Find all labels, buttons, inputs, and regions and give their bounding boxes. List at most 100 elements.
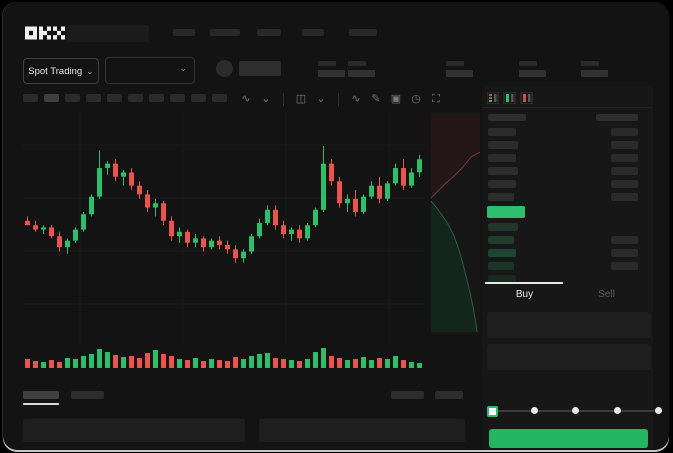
timeframe-chip[interactable] <box>44 94 59 102</box>
history-icon[interactable]: ◷ <box>411 93 421 105</box>
last-price-bar[interactable] <box>487 206 525 218</box>
slider-handle[interactable] <box>487 406 498 417</box>
ask-price-placeholder[interactable] <box>488 180 516 188</box>
candle-body <box>377 185 382 199</box>
timeframe-chip[interactable] <box>23 94 38 102</box>
candle-body <box>233 249 238 259</box>
timeframe-chip[interactable] <box>191 94 206 102</box>
market-type-dropdown[interactable]: Spot Trading ⌄ <box>23 58 99 84</box>
candle-body <box>129 172 134 186</box>
bid-price-placeholder[interactable] <box>488 262 514 270</box>
indicators-icon[interactable]: ◫ <box>295 93 307 105</box>
bid-amount-placeholder[interactable] <box>611 262 638 270</box>
tab-sell[interactable]: Sell <box>598 289 615 300</box>
bottom-tab-placeholder[interactable] <box>435 391 463 399</box>
ask-amount-placeholder[interactable] <box>611 141 638 149</box>
volume-bar <box>393 356 398 368</box>
nav-item-placeholder[interactable] <box>257 29 281 36</box>
nav-item-placeholder[interactable] <box>210 29 240 36</box>
search-placeholder[interactable] <box>67 25 149 42</box>
timeframe-chip[interactable] <box>149 94 164 102</box>
stat-value-placeholder <box>519 70 546 77</box>
slider-stop-dot[interactable] <box>613 407 621 414</box>
timeframe-chip[interactable] <box>212 94 227 102</box>
volume-bar <box>241 359 246 368</box>
candle-body <box>41 227 46 230</box>
indicators-chevron-icon[interactable]: ⌄ <box>316 93 326 105</box>
orderbook-layout-toggles <box>487 92 533 104</box>
ask-amount-placeholder[interactable] <box>611 167 638 175</box>
timeframe-chip[interactable] <box>128 94 143 102</box>
chart-style-icon[interactable]: ∿ <box>241 93 251 105</box>
candle-body <box>385 183 390 199</box>
ask-amount-placeholder[interactable] <box>611 154 638 162</box>
nav-item-placeholder[interactable] <box>302 29 324 36</box>
candle-body <box>265 209 270 223</box>
snapshot-icon[interactable]: ▣ <box>390 93 402 105</box>
ask-amount-placeholder[interactable] <box>611 128 638 136</box>
volume-bar <box>81 356 86 368</box>
ask-price-placeholder[interactable] <box>488 167 518 175</box>
book-all-icon[interactable] <box>487 92 499 104</box>
slider-stop-dot[interactable] <box>572 407 579 414</box>
pair-dropdown[interactable]: ⌄ <box>105 57 195 84</box>
bid-amount-placeholder[interactable] <box>611 236 638 244</box>
draw-tool-icon[interactable]: ✎ <box>371 93 381 105</box>
candle-body <box>89 196 94 215</box>
line-tool-icon[interactable]: ∿ <box>351 93 361 105</box>
slider-stop-dot[interactable] <box>655 407 662 414</box>
timeframe-chip[interactable] <box>86 94 101 102</box>
ask-price-placeholder[interactable] <box>488 154 516 162</box>
ask-price-placeholder[interactable] <box>488 141 518 149</box>
volume-bar <box>297 361 302 368</box>
volume-bar <box>385 359 390 368</box>
chart-style-chevron-icon[interactable]: ⌄ <box>261 93 271 105</box>
toolbar-divider <box>283 92 284 106</box>
bid-price-placeholder[interactable] <box>488 223 518 231</box>
volume-bar <box>313 352 318 368</box>
timeframe-chip[interactable] <box>170 94 185 102</box>
candle-body <box>177 231 182 237</box>
candle-body <box>137 185 142 195</box>
stat-label-placeholder <box>348 61 366 66</box>
candle-body <box>273 209 278 226</box>
bottom-tab-placeholder[interactable] <box>391 391 424 399</box>
toolbar-divider <box>338 92 339 106</box>
nav-item-placeholder[interactable] <box>173 29 195 36</box>
ask-amount-placeholder[interactable] <box>611 180 638 188</box>
volume-bar <box>65 358 70 368</box>
candle-body <box>113 163 118 177</box>
candle-body <box>329 163 334 182</box>
bid-amount-placeholder[interactable] <box>611 249 638 257</box>
ask-price-placeholder[interactable] <box>488 193 514 201</box>
book-bids-icon[interactable] <box>503 92 516 104</box>
buy-button[interactable] <box>489 429 648 448</box>
slider-stop-dot[interactable] <box>530 407 538 414</box>
timeframe-chip[interactable] <box>107 94 122 102</box>
candle-body <box>409 172 414 186</box>
bid-price-placeholder[interactable] <box>488 275 516 283</box>
bid-price-placeholder[interactable] <box>488 249 516 257</box>
volume-bar <box>249 356 254 368</box>
candle-body <box>145 194 150 208</box>
bottom-tab-placeholder[interactable] <box>71 391 104 399</box>
nav-item-placeholder[interactable] <box>349 29 377 36</box>
fullscreen-icon[interactable]: ⛶ <box>432 93 440 105</box>
depth-chart[interactable] <box>430 112 480 334</box>
price-input-placeholder[interactable] <box>487 312 651 338</box>
candle-body <box>121 172 126 177</box>
tab-buy[interactable]: Buy <box>515 289 534 300</box>
candle-body <box>281 225 286 234</box>
ask-price-placeholder[interactable] <box>488 128 516 136</box>
amount-input-placeholder[interactable] <box>487 344 651 370</box>
stat-label-placeholder <box>519 61 537 66</box>
candle-body <box>73 229 78 241</box>
timeframe-chip[interactable] <box>65 94 80 102</box>
bid-price-placeholder[interactable] <box>488 236 514 244</box>
volume-bar <box>257 354 262 368</box>
volume-bar <box>25 359 30 368</box>
candlestick-chart[interactable] <box>23 112 425 372</box>
bottom-tab-placeholder[interactable] <box>23 391 59 399</box>
book-asks-icon[interactable] <box>520 92 533 104</box>
ask-amount-placeholder[interactable] <box>611 193 638 201</box>
